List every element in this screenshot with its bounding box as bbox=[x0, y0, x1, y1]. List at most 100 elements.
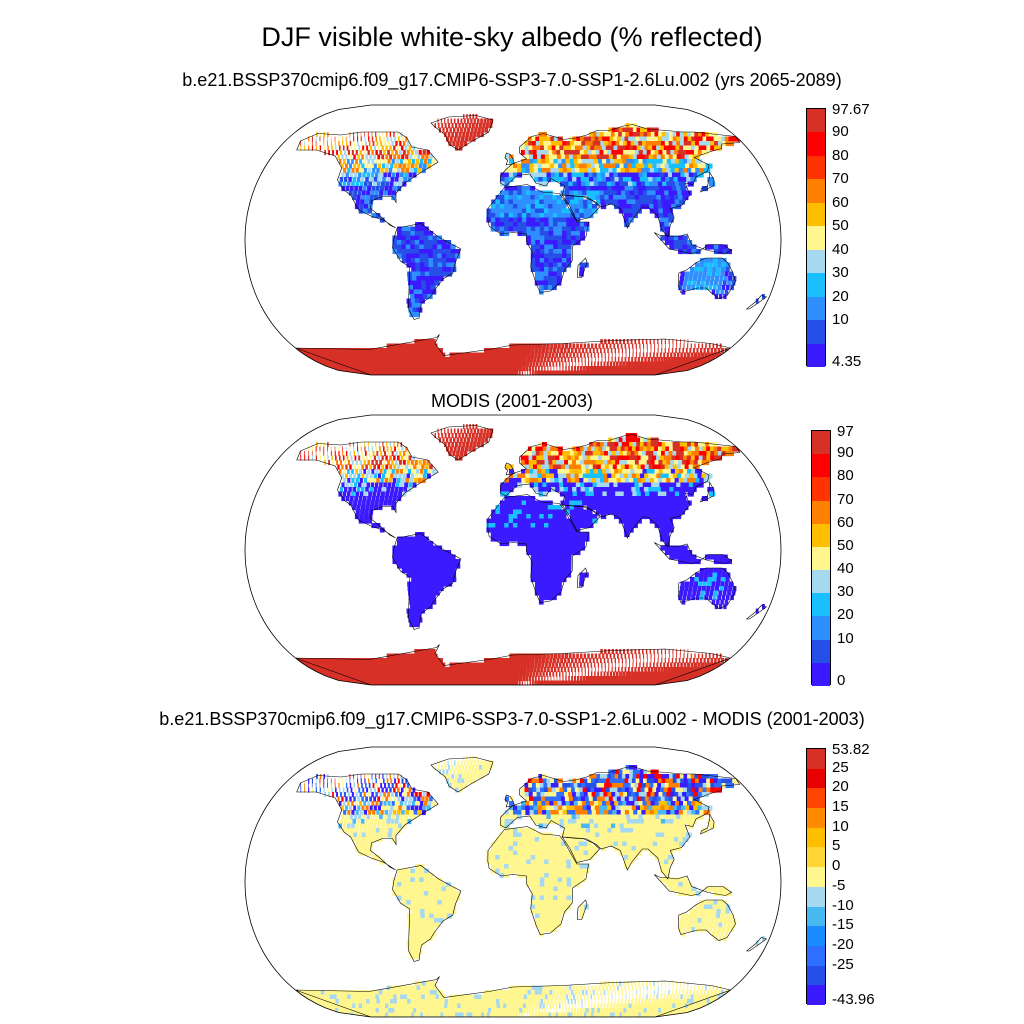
land-cell bbox=[690, 145, 699, 151]
land-cell bbox=[428, 577, 435, 583]
land-cell bbox=[693, 150, 702, 156]
land-cell bbox=[565, 195, 571, 201]
land-cell bbox=[340, 460, 342, 466]
land-cell bbox=[672, 482, 679, 488]
land-cell bbox=[588, 482, 594, 488]
land-cell bbox=[650, 159, 657, 165]
land-cell bbox=[509, 357, 514, 363]
land-cell bbox=[496, 671, 502, 677]
land-cell bbox=[476, 442, 481, 448]
land-cell bbox=[557, 536, 563, 542]
land-cell bbox=[543, 195, 549, 201]
land-cell bbox=[355, 491, 360, 497]
land-cell bbox=[559, 671, 561, 677]
land-cell bbox=[529, 154, 534, 160]
land-cell bbox=[517, 195, 523, 201]
land-cell bbox=[457, 428, 459, 434]
land-cell bbox=[535, 563, 541, 569]
land-cell bbox=[680, 496, 687, 502]
land-cell bbox=[529, 671, 533, 677]
land-cell bbox=[548, 226, 554, 232]
land-cell bbox=[553, 159, 559, 165]
land-cell bbox=[560, 348, 563, 354]
land-cell bbox=[535, 514, 541, 520]
map-outline bbox=[244, 104, 782, 376]
land-cell bbox=[437, 572, 443, 578]
land-cell bbox=[405, 541, 411, 547]
land-cell bbox=[392, 496, 397, 502]
land-cell bbox=[411, 469, 416, 475]
land-cell bbox=[717, 348, 721, 354]
land-cell bbox=[573, 662, 576, 668]
land-cell bbox=[625, 442, 633, 448]
land-cell bbox=[504, 518, 510, 524]
land-cell bbox=[729, 581, 734, 587]
land-cell bbox=[723, 586, 728, 592]
land-cell bbox=[661, 451, 669, 457]
land-cell bbox=[463, 361, 470, 367]
land-cell bbox=[687, 559, 692, 565]
land-cell bbox=[541, 370, 546, 375]
land-cell bbox=[637, 671, 642, 677]
land-cell bbox=[355, 159, 358, 165]
land-cell bbox=[526, 199, 532, 205]
land-cell bbox=[561, 343, 565, 349]
land-cell bbox=[643, 505, 650, 511]
land-cell bbox=[539, 361, 542, 367]
land-cell bbox=[495, 222, 501, 228]
land-cell bbox=[407, 177, 412, 183]
land-cell bbox=[450, 572, 457, 578]
land-cell bbox=[574, 163, 580, 169]
land-cell bbox=[421, 280, 427, 286]
land-cell bbox=[537, 473, 543, 479]
land-cell bbox=[701, 473, 709, 479]
land-cell bbox=[393, 491, 398, 497]
land-cell bbox=[423, 559, 429, 565]
land-cell bbox=[362, 145, 365, 151]
land-cell bbox=[598, 496, 605, 502]
land-cell bbox=[348, 500, 353, 506]
land-cell bbox=[588, 366, 592, 372]
land-cell bbox=[592, 464, 599, 470]
land-cell bbox=[635, 446, 643, 452]
land-cell bbox=[458, 132, 462, 138]
land-cell bbox=[693, 460, 702, 466]
land-cell bbox=[568, 460, 574, 466]
land-cell bbox=[672, 339, 674, 345]
land-cell bbox=[529, 370, 532, 375]
land-cell bbox=[663, 213, 669, 219]
land-cell bbox=[552, 208, 558, 214]
land-cell bbox=[539, 208, 545, 214]
land-cell bbox=[372, 451, 375, 457]
land-cell bbox=[537, 154, 542, 160]
land-cell bbox=[508, 208, 514, 214]
land-cell bbox=[690, 662, 694, 668]
land-cell bbox=[429, 649, 436, 655]
land-cell bbox=[658, 460, 666, 466]
land-cell bbox=[642, 482, 649, 488]
land-cell bbox=[691, 469, 698, 475]
land-cell bbox=[532, 460, 538, 466]
land-cell bbox=[353, 500, 358, 506]
land-cell bbox=[513, 199, 518, 205]
land-cell bbox=[465, 123, 468, 129]
land-cell bbox=[343, 460, 346, 466]
land-cell bbox=[513, 478, 518, 484]
land-cell bbox=[415, 303, 422, 309]
land-cell bbox=[327, 145, 329, 151]
land-cell bbox=[403, 487, 408, 493]
land-cell bbox=[566, 563, 572, 569]
land-cell bbox=[553, 226, 559, 232]
land-cell bbox=[419, 536, 425, 542]
land-cell bbox=[330, 451, 332, 457]
land-cell bbox=[547, 451, 553, 457]
land-cell bbox=[576, 154, 583, 160]
land-cell bbox=[406, 563, 412, 569]
land-cell bbox=[587, 199, 593, 205]
land-cell bbox=[416, 581, 422, 587]
colorbar-swatch bbox=[807, 343, 825, 368]
land-cell bbox=[566, 478, 573, 484]
land-cell bbox=[639, 199, 646, 205]
land-cell bbox=[707, 658, 710, 664]
land-cell bbox=[521, 509, 527, 515]
